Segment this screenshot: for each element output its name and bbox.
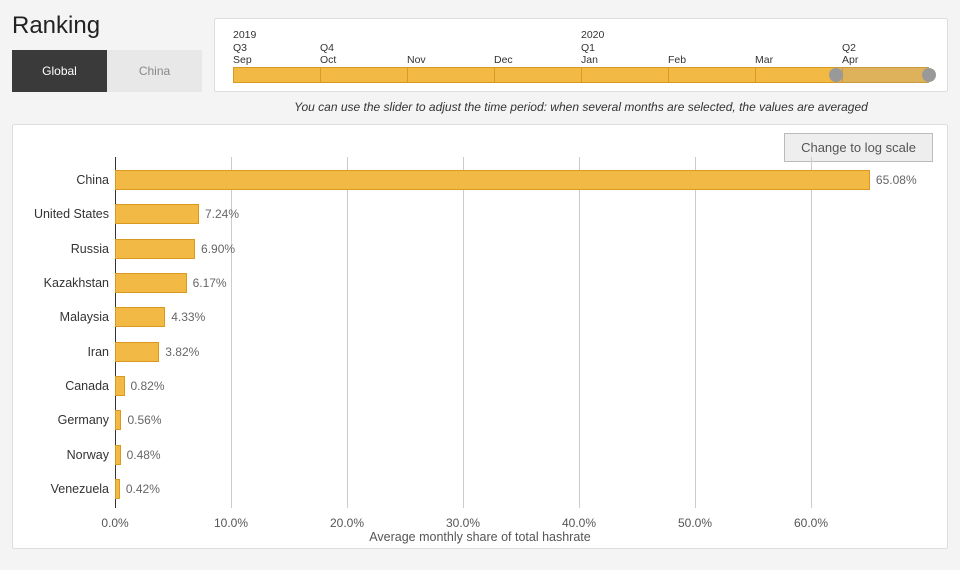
page-title: Ranking <box>12 12 202 40</box>
chart-bar[interactable] <box>115 445 121 465</box>
time-slider-track[interactable] <box>233 67 929 83</box>
chart-bar[interactable] <box>115 170 870 190</box>
slider-segment[interactable] <box>407 67 494 83</box>
slider-handle-end[interactable] <box>922 68 936 82</box>
slider-month-label: Q2Apr <box>842 29 858 67</box>
slider-segment[interactable] <box>233 67 320 83</box>
slider-month-label: 2020Q1Jan <box>581 29 604 67</box>
x-tick-label: 20.0% <box>330 516 364 530</box>
bar-row: 0.82% <box>115 376 927 396</box>
y-axis-label: Iran <box>13 345 109 359</box>
chart-bar[interactable] <box>115 307 165 327</box>
bar-value-label: 0.56% <box>127 413 161 427</box>
slider-segment[interactable] <box>581 67 668 83</box>
chart-bar[interactable] <box>115 479 120 499</box>
bar-row: 65.08% <box>115 170 927 190</box>
bar-value-label: 3.82% <box>165 345 199 359</box>
x-tick-label: 50.0% <box>678 516 712 530</box>
bar-row: 6.90% <box>115 239 927 259</box>
y-axis-label: Canada <box>13 379 109 393</box>
bar-value-label: 7.24% <box>205 207 239 221</box>
y-axis-label: Germany <box>13 413 109 427</box>
y-axis-label: Malaysia <box>13 310 109 324</box>
bar-row: 0.56% <box>115 410 927 430</box>
y-axis-label: Kazakhstan <box>13 276 109 290</box>
bar-row: 0.42% <box>115 479 927 499</box>
bar-row: 0.48% <box>115 445 927 465</box>
chart-bar[interactable] <box>115 273 187 293</box>
y-axis-label: United States <box>13 207 109 221</box>
bar-value-label: 0.82% <box>131 379 165 393</box>
slider-segment[interactable] <box>668 67 755 83</box>
bar-row: 3.82% <box>115 342 927 362</box>
chart-bar[interactable] <box>115 410 121 430</box>
x-axis-title: Average monthly share of total hashrate <box>13 530 947 544</box>
slider-month-label: 2019Q3Sep <box>233 29 256 67</box>
slider-selection <box>836 67 929 83</box>
x-tick-label: 60.0% <box>794 516 828 530</box>
slider-month-label: Mar <box>755 29 773 67</box>
bar-value-label: 6.90% <box>201 242 235 256</box>
time-slider-panel: 2019Q3Sep Q4Oct Nov Dec 2020Q1Jan Feb Mar… <box>214 18 948 92</box>
slider-segment[interactable] <box>320 67 407 83</box>
y-axis-label: Norway <box>13 448 109 462</box>
tab-global[interactable]: Global <box>12 50 107 92</box>
x-tick-label: 10.0% <box>214 516 248 530</box>
slider-month-label: Feb <box>668 29 686 67</box>
ranking-tabs: Global China <box>12 50 202 92</box>
bar-value-label: 65.08% <box>876 173 917 187</box>
bar-row: 7.24% <box>115 204 927 224</box>
x-tick-label: 40.0% <box>562 516 596 530</box>
x-tick-label: 30.0% <box>446 516 480 530</box>
slider-segment[interactable] <box>494 67 581 83</box>
chart-bar[interactable] <box>115 376 125 396</box>
slider-month-label: Q4Oct <box>320 29 336 67</box>
tab-china[interactable]: China <box>107 50 202 92</box>
slider-month-label: Nov <box>407 29 426 67</box>
y-axis-label: China <box>13 173 109 187</box>
chart-bar[interactable] <box>115 342 159 362</box>
bar-row: 6.17% <box>115 273 927 293</box>
chart-bar[interactable] <box>115 239 195 259</box>
bar-value-label: 0.42% <box>126 482 160 496</box>
slider-handle-start[interactable] <box>829 68 843 82</box>
ranking-chart-panel: Change to log scale ChinaUnited StatesRu… <box>12 124 948 549</box>
x-tick-label: 0.0% <box>101 516 128 530</box>
slider-caption: You can use the slider to adjust the tim… <box>214 100 948 114</box>
y-axis-label: Russia <box>13 242 109 256</box>
bar-value-label: 6.17% <box>193 276 227 290</box>
chart-bar[interactable] <box>115 204 199 224</box>
bar-value-label: 0.48% <box>127 448 161 462</box>
slider-month-label: Dec <box>494 29 513 67</box>
bar-row: 4.33% <box>115 307 927 327</box>
bar-value-label: 4.33% <box>171 310 205 324</box>
y-axis-label: Venezuela <box>13 482 109 496</box>
